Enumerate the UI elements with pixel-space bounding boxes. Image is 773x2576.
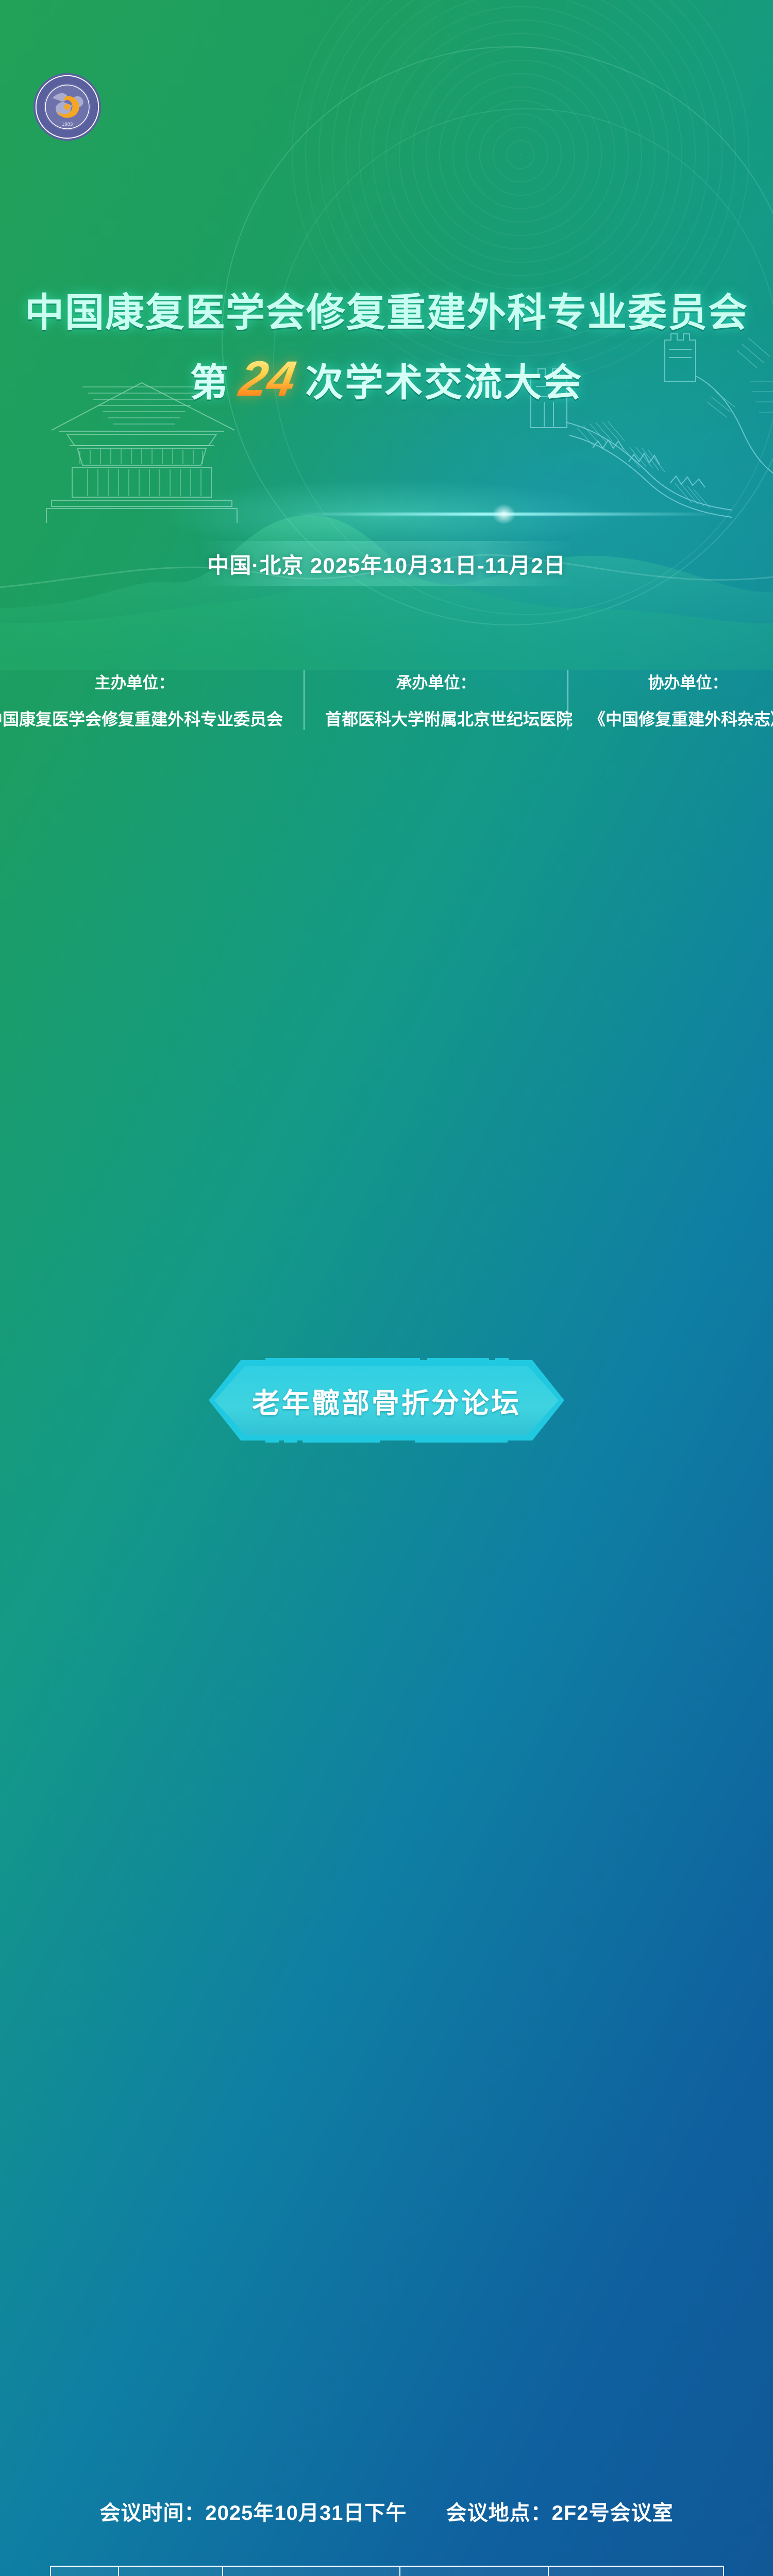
forum-title: 老年髋部骨折分论坛: [252, 1387, 521, 1419]
subtitle-suffix: 次学术交流大会: [305, 361, 583, 404]
banner-tick-bottom-1: [265, 1438, 279, 1443]
organizer-undertaker-value: 首都医科大学附属北京世纪坛医院: [325, 710, 573, 728]
organizer-host-value: 中国康复医学会修复重建外科专业委员会: [0, 710, 283, 728]
col-header-host: 主持人: [548, 2566, 724, 2576]
conference-date-location: 中国·北京 2025年10月31日-11月2日: [207, 553, 566, 578]
organizer-host-label: 主办单位：: [94, 674, 175, 692]
organizer-host: 主办单位： 中国康复医学会修复重建外科专业委员会: [0, 670, 304, 730]
col-header-time: 时间: [118, 2566, 223, 2576]
forum-banner: 老年髋部骨折分论坛: [209, 1358, 564, 1443]
agenda-table: 日期 时间 报告题目 讲者 主持人 10月31日 下午13:20-13:30开场…: [50, 2566, 724, 2576]
organizers-row: 主办单位： 中国康复医学会修复重建外科专业委员会 承办单位： 首都医科大学附属北…: [0, 670, 773, 730]
organizer-coorganizer-value: 《中国修复重建外科杂志》: [589, 710, 773, 728]
col-header-date: 日期: [50, 2566, 119, 2576]
light-flare-decoration: [492, 504, 516, 524]
forum-banner-fill: [214, 1366, 559, 1435]
banner-tick-bottom-4: [415, 1438, 508, 1443]
forum-banner-wrap: 老年髋部骨折分论坛: [0, 1358, 773, 1443]
col-header-speaker: 讲者: [399, 2566, 549, 2576]
table-header-row: 日期 时间 报告题目 讲者 主持人: [50, 2566, 724, 2576]
agenda-table-wrap: 日期 时间 报告题目 讲者 主持人 10月31日 下午13:20-13:30开场…: [50, 2566, 724, 2576]
header-title-block: 中国康复医学会修复重建外科专业委员会 第 24 次学术交流大会: [0, 281, 773, 408]
banner-tick-bottom-3: [303, 1438, 380, 1443]
organizer-undertaker-label: 承办单位：: [396, 674, 476, 692]
edition-number: 24: [228, 351, 307, 408]
banner-tick-top-3: [495, 1358, 509, 1363]
col-header-topic: 报告题目: [222, 2566, 400, 2576]
subtitle-row: 第 24 次学术交流大会: [0, 351, 773, 408]
svg-text:1983: 1983: [62, 122, 73, 127]
meeting-time: 会议时间：2025年10月31日下午: [99, 2502, 407, 2524]
banner-tick-top-1: [265, 1358, 420, 1363]
banner-tick-bottom-2: [284, 1438, 297, 1443]
association-logo: 1983: [33, 73, 102, 141]
meeting-info-line: 会议时间：2025年10月31日下午 会议地点：2F2号会议室: [0, 2496, 773, 2526]
subtitle-prefix: 第: [190, 361, 230, 404]
organizer-coorganizer-label: 协办单位：: [648, 674, 728, 692]
page-title: 中国康复医学会修复重建外科专业委员会: [25, 291, 748, 335]
conference-date-location-strip: 中国·北京 2025年10月31日-11月2日: [201, 541, 572, 586]
meeting-place: 会议地点：2F2号会议室: [446, 2502, 674, 2524]
banner-tick-top-2: [427, 1358, 489, 1363]
organizer-coorganizer: 协办单位： 《中国修复重建外科杂志》: [567, 670, 773, 730]
organizer-undertaker: 承办单位： 首都医科大学附属北京世纪坛医院: [304, 670, 573, 730]
